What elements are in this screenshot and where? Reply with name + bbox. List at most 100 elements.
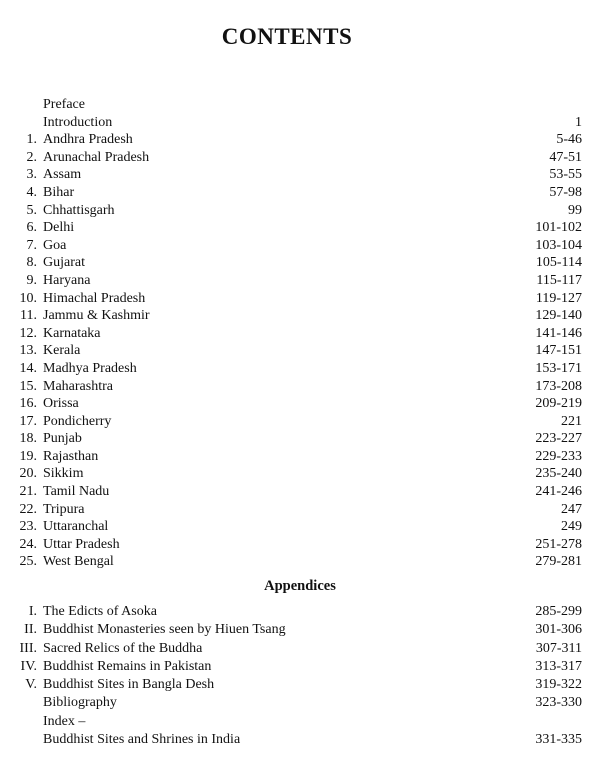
entry-number: 22. — [19, 501, 38, 517]
entry-title: Kerala — [43, 343, 81, 359]
entry-number: 4. — [26, 184, 38, 200]
toc-entry: 7. Goa 103-104 — [0, 237, 600, 255]
appendices-heading: Appendices — [264, 578, 336, 594]
entry-page: 57-98 — [549, 184, 582, 200]
toc-entry: 8. Gujarat 105-114 — [0, 254, 600, 272]
entry-page: 103-104 — [535, 237, 582, 253]
entry-title: Buddhist Sites and Shrines in India — [43, 732, 241, 748]
toc-entry: Index – — [0, 713, 600, 731]
entry-number: 12. — [19, 325, 38, 341]
entry-number: 23. — [19, 519, 38, 535]
entry-title: Arunachal Pradesh — [43, 149, 150, 165]
toc-entry: Bibliography 323-330 — [0, 694, 600, 712]
entry-number: 8. — [26, 255, 38, 271]
entry-page: 249 — [561, 519, 582, 535]
entry-page: 229-233 — [535, 448, 582, 464]
entry-page: 279-281 — [535, 554, 582, 570]
entry-number: 11. — [20, 308, 37, 324]
toc-entry: IV. Buddhist Remains in Pakistan 313-317 — [0, 658, 600, 676]
entry-title: Chhattisgarh — [43, 202, 115, 218]
toc-entry: 18. Punjab 223-227 — [0, 430, 600, 448]
entry-title: Madhya Pradesh — [43, 360, 137, 376]
entry-number: 13. — [19, 343, 38, 359]
toc-entry: V. Buddhist Sites in Bangla Desh 319-322 — [0, 676, 600, 694]
entry-number: 18. — [19, 431, 38, 447]
toc-entry: 17. Pondicherry 221 — [0, 413, 600, 431]
entry-page: 105-114 — [535, 255, 582, 271]
entry-number: 9. — [26, 272, 38, 288]
entry-title: Orissa — [43, 396, 79, 412]
entry-page: 235-240 — [535, 466, 582, 482]
entry-page: 319-322 — [535, 677, 582, 693]
entry-page: 221 — [561, 413, 582, 429]
entry-title: Delhi — [43, 220, 75, 236]
entry-page: 1 — [575, 114, 582, 130]
entry-title: Bihar — [43, 184, 75, 200]
entry-title: Gujarat — [43, 255, 85, 271]
toc-entry: 22. Tripura 247 — [0, 501, 600, 519]
entry-page: 5-46 — [556, 132, 582, 148]
toc-entry: 3. Assam 53-55 — [0, 166, 600, 184]
entry-number: I. — [28, 604, 37, 619]
toc-entry: Introduction 1 — [0, 114, 600, 132]
entry-number: 25. — [19, 554, 38, 570]
entry-title: Bibliography — [43, 695, 117, 711]
entry-page: 331-335 — [535, 732, 582, 748]
entry-page: 147-151 — [535, 343, 582, 359]
toc-entry: 25. West Bengal 279-281 — [0, 553, 600, 571]
entry-page: 141-146 — [535, 325, 582, 341]
entry-number: 17. — [19, 413, 38, 429]
entry-title: Goa — [43, 237, 67, 253]
entry-title: Himachal Pradesh — [43, 290, 146, 306]
entry-page: 129-140 — [535, 308, 582, 324]
entry-title: Punjab — [43, 431, 82, 447]
entry-number: 5. — [26, 202, 38, 218]
entry-page: 313-317 — [535, 658, 582, 674]
entry-title: Buddhist Monasteries seen by Hiuen Tsang — [43, 622, 286, 638]
entry-title: Index – — [43, 713, 86, 729]
entry-page: 173-208 — [535, 378, 582, 394]
entry-number: III. — [19, 640, 38, 656]
toc-entry: 10. Himachal Pradesh 119-127 — [0, 290, 600, 308]
entry-page: 101-102 — [535, 220, 582, 236]
toc-entry: 13. Kerala 147-151 — [0, 342, 600, 360]
entry-number: 1. — [26, 132, 38, 148]
entry-number: 7. — [26, 237, 38, 253]
entry-title: Preface — [43, 97, 85, 112]
entry-title: Jammu & Kashmir — [43, 308, 150, 324]
entry-page: 251-278 — [535, 536, 582, 552]
toc-entry: 23. Uttaranchal 249 — [0, 518, 600, 536]
entry-title: Buddhist Sites in Bangla Desh — [43, 677, 215, 693]
entry-page: 99 — [568, 202, 582, 218]
toc-entry: II. Buddhist Monasteries seen by Hiuen Ts… — [0, 621, 600, 639]
toc-entry: 15. Maharashtra 173-208 — [0, 378, 600, 396]
toc-entry: Preface — [0, 96, 600, 114]
toc-entry: 4. Bihar 57-98 — [0, 184, 600, 202]
toc-entry: I. The Edicts of Asoka 285-299 — [0, 603, 600, 621]
entry-page: 153-171 — [535, 360, 582, 376]
entry-page: 247 — [561, 501, 582, 517]
entry-page: 241-246 — [535, 484, 582, 500]
entry-title: West Bengal — [43, 554, 114, 570]
entry-number: 19. — [19, 448, 38, 464]
entry-page: 209-219 — [535, 396, 582, 412]
entry-number: 6. — [26, 220, 38, 236]
toc-entry: 1. Andhra Pradesh 5-46 — [0, 131, 600, 149]
toc-entry: 9. Haryana 115-117 — [0, 272, 600, 290]
entry-page: 307-311 — [535, 640, 582, 656]
entry-page: 47-51 — [549, 149, 582, 165]
entry-title: Maharashtra — [43, 378, 113, 394]
entry-page: 323-330 — [535, 695, 582, 711]
entry-title: The Edicts of Asoka — [43, 604, 157, 619]
toc-entry: Buddhist Sites and Shrines in India 331-3… — [0, 731, 600, 749]
toc-entry: 5. Chhattisgarh 99 — [0, 202, 600, 220]
entry-page: 223-227 — [535, 431, 582, 447]
entry-title: Sikkim — [43, 466, 84, 482]
entry-number: 2. — [26, 149, 38, 165]
entry-number: 21. — [19, 484, 38, 500]
entry-title: Buddhist Remains in Pakistan — [43, 658, 212, 674]
toc-entry: 21. Tamil Nadu 241-246 — [0, 483, 600, 501]
entry-number: 24. — [19, 536, 38, 552]
page-title: CONTENTS — [221, 24, 353, 49]
entry-title: Uttaranchal — [43, 519, 109, 535]
